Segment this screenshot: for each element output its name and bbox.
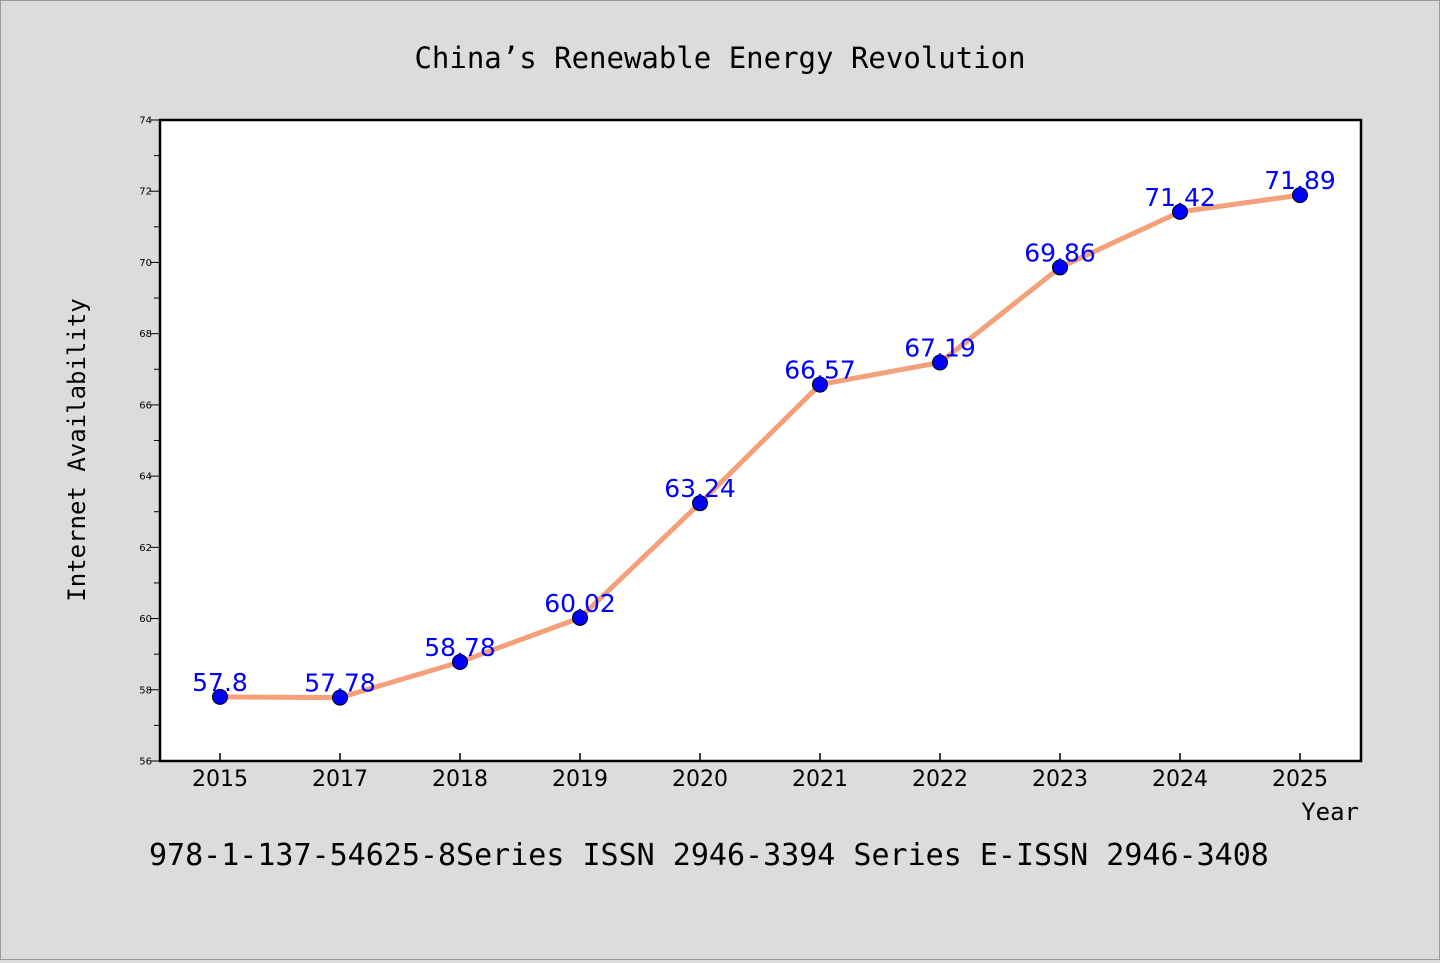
data-point: [932, 354, 948, 371]
y-tick-label: 60: [139, 614, 152, 625]
data-label: 60.02: [544, 589, 616, 618]
data-point: [212, 688, 228, 705]
x-tick-label: 2022: [912, 767, 968, 792]
data-label: 57.8: [192, 668, 248, 697]
data-label: 71.42: [1144, 183, 1216, 212]
y-tick-label: 64: [139, 472, 152, 483]
data-point: [332, 689, 348, 706]
data-label: 71.89: [1264, 166, 1336, 195]
footer-text: 978-1-137-54625-8Series ISSN 2946-3394 S…: [149, 838, 1269, 873]
y-tick-label: 74: [139, 116, 152, 127]
y-tick-label: 72: [139, 187, 152, 198]
data-label: 66.57: [784, 356, 856, 385]
data-point: [452, 654, 468, 671]
data-point: [1172, 203, 1188, 220]
x-tick-label: 2015: [192, 767, 248, 792]
chart-title: China’s Renewable Energy Revolution: [414, 41, 1025, 75]
y-tick-label: 70: [139, 258, 152, 269]
x-tick-label: 2023: [1032, 767, 1088, 792]
data-labels: 57.8 57.78 58.78 60.02 63.24 66.57 67.19 69.86 7…: [192, 166, 1336, 697]
data-point: [692, 495, 708, 512]
x-tick-label: 2017: [312, 767, 368, 792]
y-axis: 56 58 60 62 64 66 68 70 72 74: [139, 116, 160, 768]
x-axis-label: Year: [1301, 798, 1359, 826]
x-tick-label: 2018: [432, 767, 488, 792]
data-label: 58.78: [424, 633, 496, 662]
series-path: [217, 192, 1303, 701]
y-tick-label: 58: [139, 685, 152, 696]
data-label: 63.24: [664, 474, 736, 503]
y-axis-label: Internet Availability: [63, 298, 91, 601]
y-tick-label: 56: [139, 757, 152, 768]
x-axis: 2015 2017 2018 2019 2020 2021 2022 2023 2024 2025: [192, 753, 1328, 792]
x-tick-label: 2019: [552, 767, 608, 792]
y-tick-label: 62: [139, 543, 152, 554]
data-label: 69.86: [1024, 238, 1096, 267]
data-point: [1052, 259, 1068, 276]
x-tick-label: 2025: [1272, 767, 1328, 792]
data-label: 57.78: [304, 669, 376, 698]
data-point: [812, 376, 828, 393]
y-tick-label: 66: [139, 400, 152, 411]
x-tick-label: 2020: [672, 767, 728, 792]
data-point: [1292, 187, 1308, 204]
series-line: [212, 187, 1308, 706]
x-tick-label: 2021: [792, 767, 848, 792]
x-tick-label: 2024: [1152, 767, 1208, 792]
y-tick-label: 68: [139, 329, 152, 340]
data-label: 67.19: [904, 334, 976, 363]
data-point: [572, 609, 588, 626]
